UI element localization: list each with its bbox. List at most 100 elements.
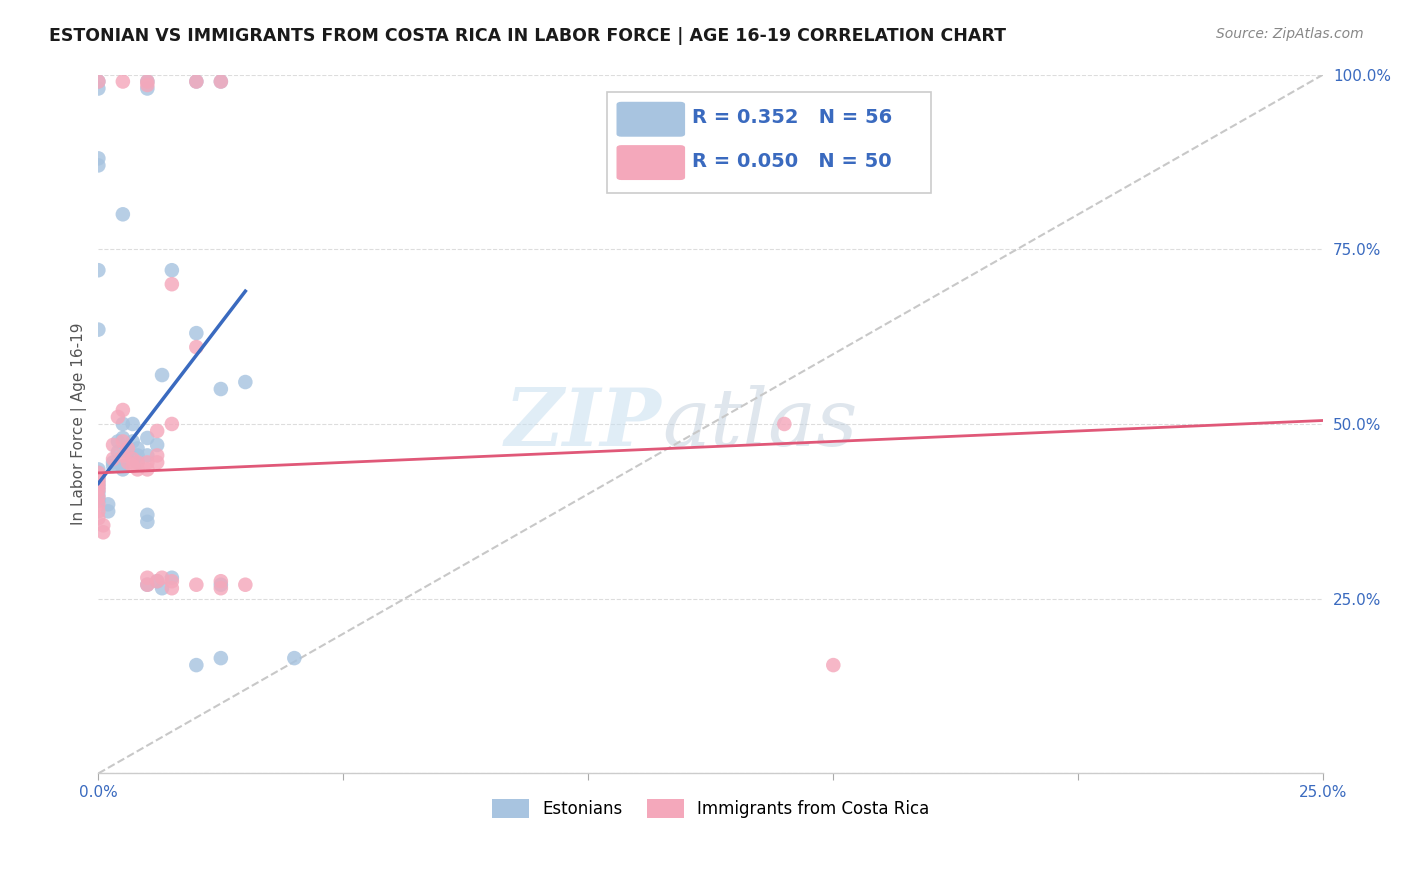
Point bbox=[209, 578, 232, 592]
Point bbox=[127, 462, 149, 476]
Point bbox=[91, 518, 114, 533]
Legend: Estonians, Immigrants from Costa Rica: Estonians, Immigrants from Costa Rica bbox=[485, 792, 936, 824]
Point bbox=[186, 340, 208, 354]
Point bbox=[111, 403, 134, 417]
Point bbox=[136, 74, 159, 88]
Point bbox=[121, 451, 143, 466]
Point bbox=[101, 438, 124, 452]
Point bbox=[233, 578, 256, 592]
Point bbox=[146, 438, 169, 452]
Point bbox=[87, 152, 110, 166]
Point bbox=[111, 434, 134, 449]
Point bbox=[823, 658, 845, 673]
Point bbox=[87, 74, 110, 88]
Point bbox=[87, 323, 110, 337]
Point bbox=[87, 487, 110, 501]
Point bbox=[209, 574, 232, 589]
Point bbox=[117, 455, 139, 469]
FancyBboxPatch shape bbox=[616, 145, 685, 180]
Point bbox=[111, 74, 134, 88]
Point bbox=[111, 458, 134, 473]
Point bbox=[136, 571, 159, 585]
Point bbox=[160, 574, 183, 589]
Point bbox=[209, 581, 232, 595]
Point bbox=[209, 382, 232, 396]
Point bbox=[87, 462, 110, 476]
Point bbox=[111, 207, 134, 221]
Point bbox=[117, 445, 139, 459]
Point bbox=[209, 74, 232, 88]
Point bbox=[87, 483, 110, 498]
Point bbox=[186, 326, 208, 340]
Point bbox=[87, 466, 110, 480]
Point bbox=[127, 442, 149, 456]
Point bbox=[146, 574, 169, 589]
Point bbox=[160, 581, 183, 595]
Point bbox=[87, 81, 110, 95]
Point bbox=[111, 449, 134, 463]
Point bbox=[87, 158, 110, 172]
Point bbox=[209, 651, 232, 665]
Point bbox=[121, 458, 143, 473]
Point bbox=[111, 431, 134, 445]
Point bbox=[107, 409, 129, 424]
Point bbox=[87, 469, 110, 483]
Text: ZIP: ZIP bbox=[505, 385, 662, 463]
Point bbox=[87, 473, 110, 487]
Point bbox=[87, 491, 110, 505]
Point bbox=[150, 581, 173, 595]
Point bbox=[136, 81, 159, 95]
Point bbox=[136, 74, 159, 88]
Point bbox=[87, 497, 110, 511]
Point bbox=[87, 476, 110, 491]
Point bbox=[136, 455, 159, 469]
Point bbox=[117, 442, 139, 456]
Point bbox=[87, 480, 110, 494]
Point bbox=[107, 445, 129, 459]
Text: R = 0.050   N = 50: R = 0.050 N = 50 bbox=[692, 152, 891, 170]
Point bbox=[233, 375, 256, 389]
Point bbox=[136, 449, 159, 463]
FancyBboxPatch shape bbox=[607, 92, 931, 194]
Point bbox=[87, 493, 110, 508]
Point bbox=[146, 449, 169, 463]
Point bbox=[136, 578, 159, 592]
Point bbox=[87, 476, 110, 491]
Point bbox=[146, 424, 169, 438]
Point bbox=[146, 455, 169, 469]
Point bbox=[150, 368, 173, 382]
Point bbox=[87, 473, 110, 487]
Point bbox=[186, 74, 208, 88]
Point bbox=[121, 434, 143, 449]
Point bbox=[101, 458, 124, 473]
Y-axis label: In Labor Force | Age 16-19: In Labor Force | Age 16-19 bbox=[72, 323, 87, 525]
Point bbox=[117, 442, 139, 456]
Point bbox=[111, 462, 134, 476]
Point bbox=[150, 571, 173, 585]
Point bbox=[146, 574, 169, 589]
Point bbox=[87, 511, 110, 525]
Text: ESTONIAN VS IMMIGRANTS FROM COSTA RICA IN LABOR FORCE | AGE 16-19 CORRELATION CH: ESTONIAN VS IMMIGRANTS FROM COSTA RICA I… bbox=[49, 27, 1007, 45]
Point bbox=[160, 417, 183, 431]
Point bbox=[101, 451, 124, 466]
Point bbox=[283, 651, 305, 665]
Point bbox=[160, 263, 183, 277]
Point bbox=[121, 417, 143, 431]
Point bbox=[107, 434, 129, 449]
Point bbox=[111, 417, 134, 431]
Point bbox=[136, 431, 159, 445]
Point bbox=[136, 515, 159, 529]
Point bbox=[97, 497, 120, 511]
Point bbox=[773, 417, 796, 431]
Point bbox=[136, 462, 159, 476]
Text: Source: ZipAtlas.com: Source: ZipAtlas.com bbox=[1216, 27, 1364, 41]
Point bbox=[136, 508, 159, 522]
Point bbox=[87, 74, 110, 88]
Point bbox=[186, 658, 208, 673]
Point bbox=[127, 455, 149, 469]
Point bbox=[127, 449, 149, 463]
Point bbox=[87, 263, 110, 277]
Point bbox=[87, 504, 110, 518]
Point bbox=[127, 455, 149, 469]
Text: R = 0.352   N = 56: R = 0.352 N = 56 bbox=[692, 108, 893, 128]
